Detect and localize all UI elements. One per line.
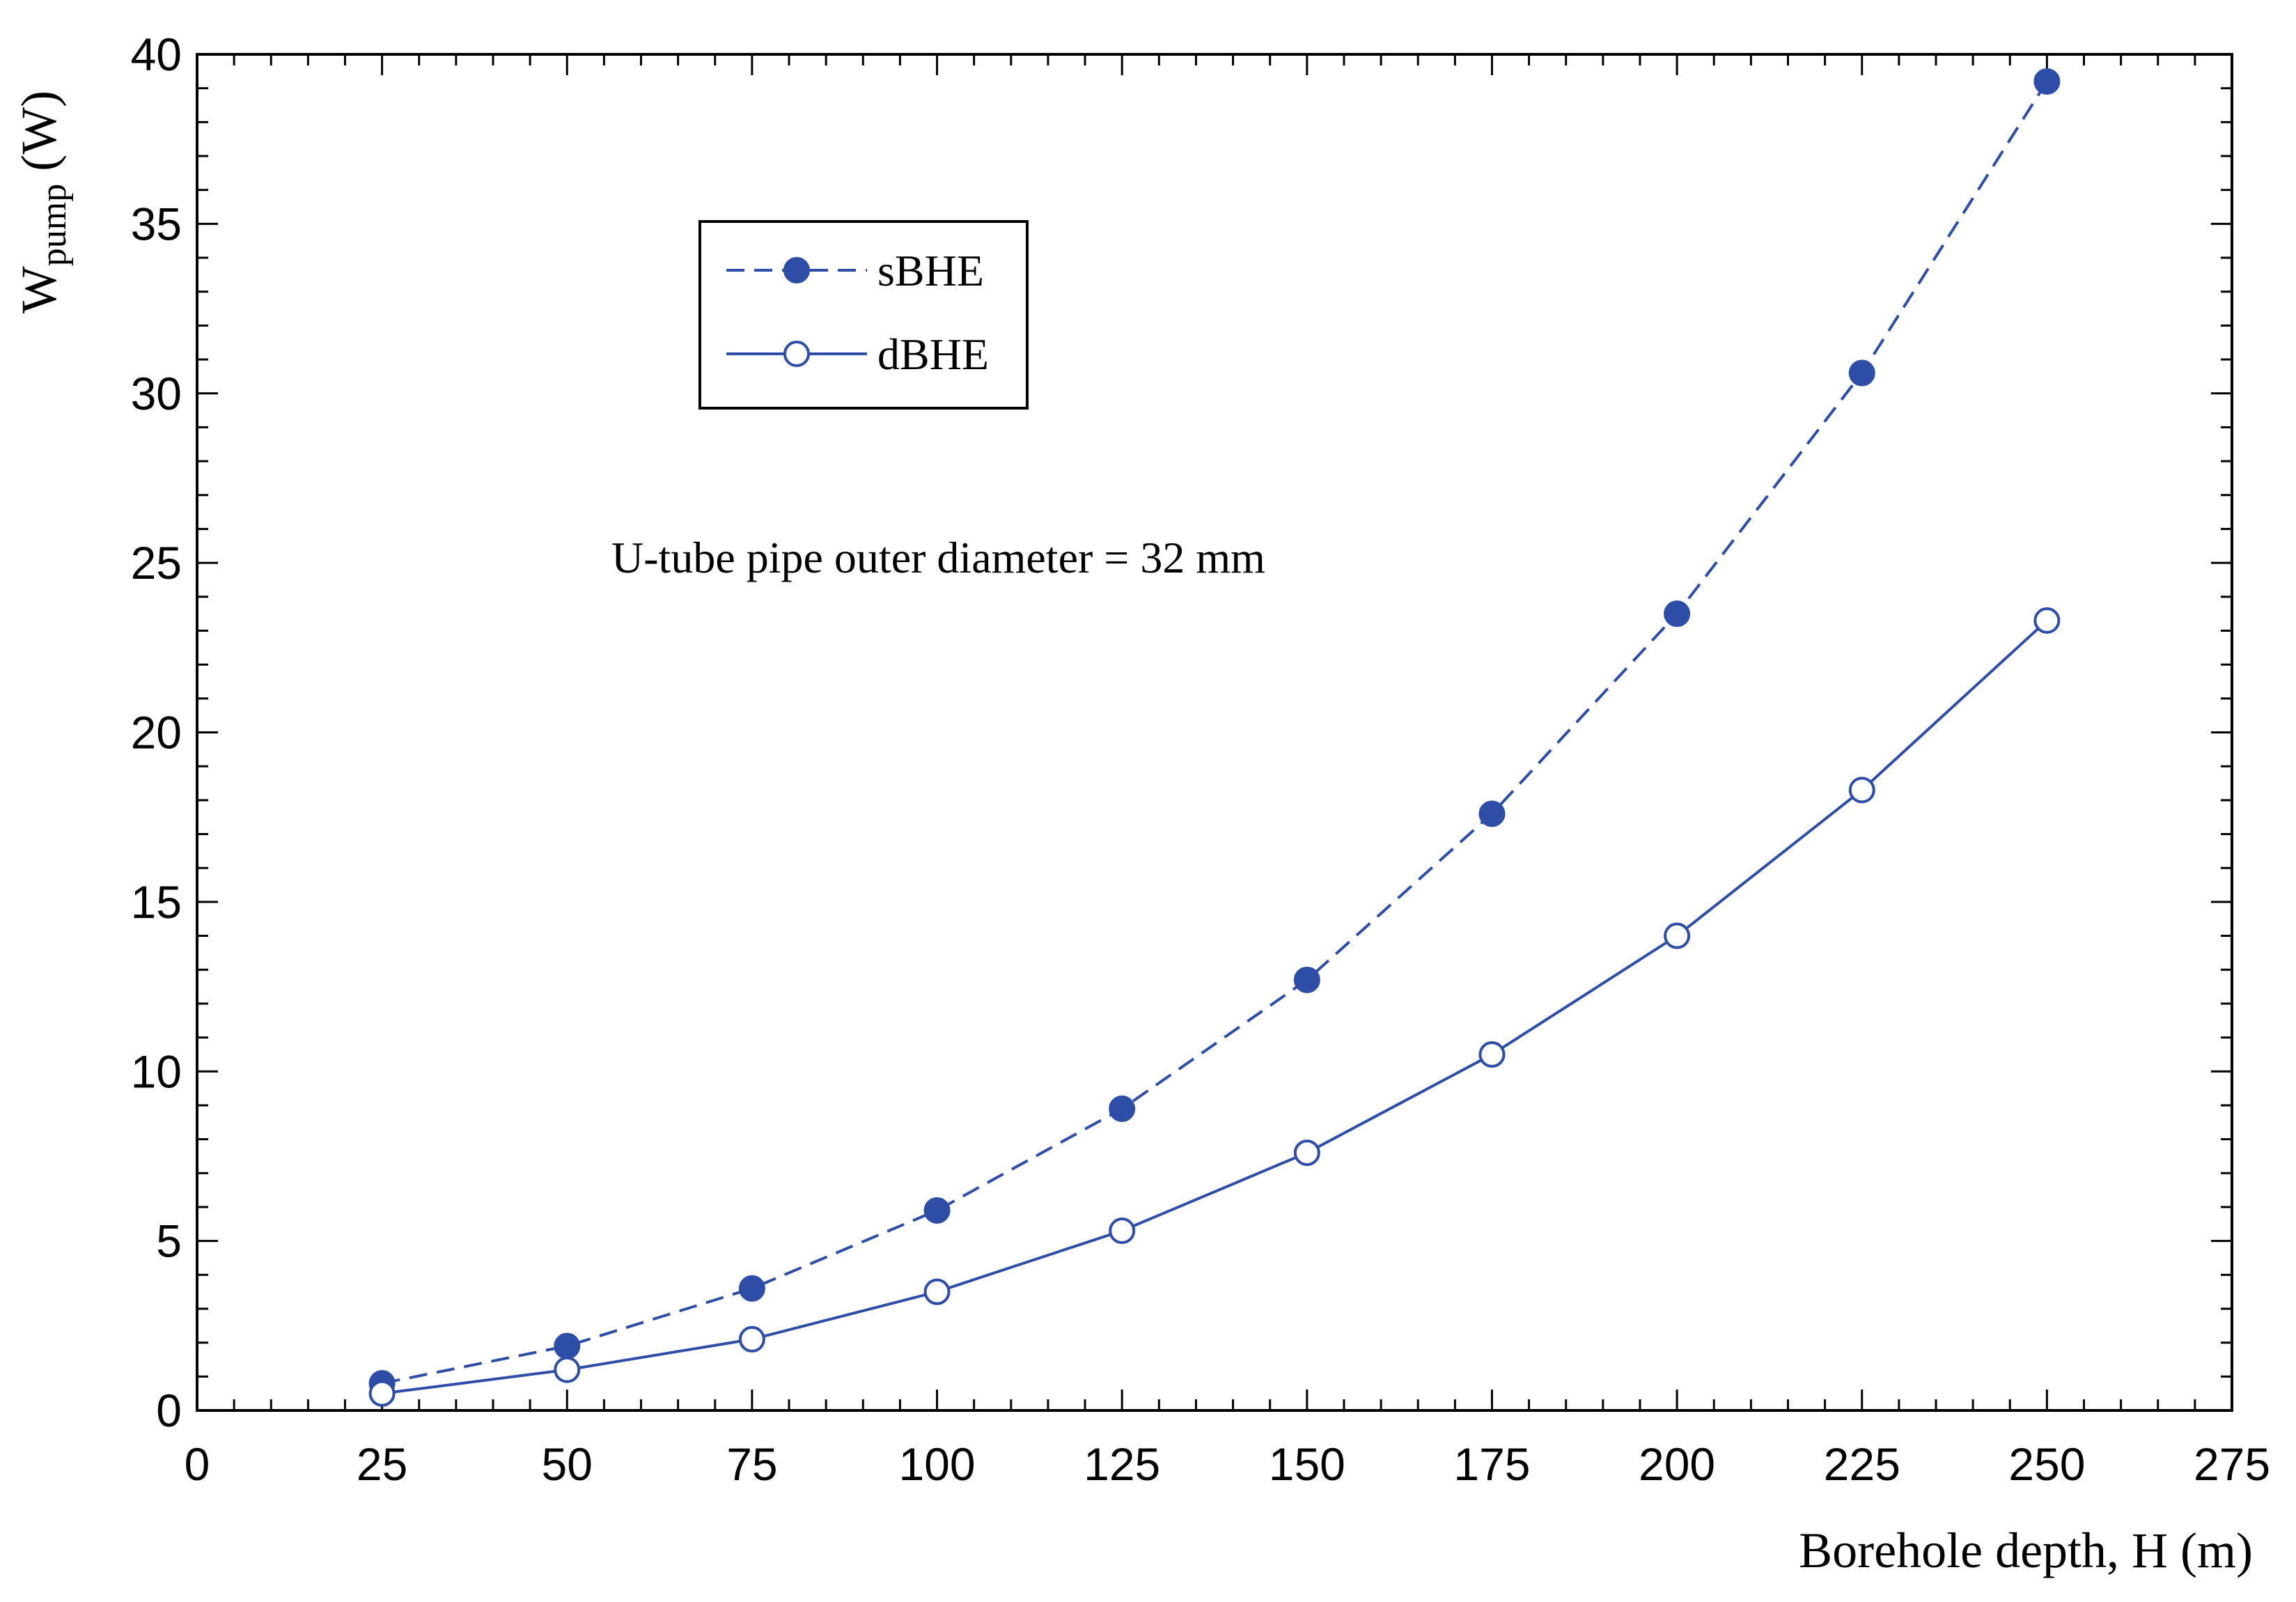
x-axis-title: Borehole depth, H (m) — [1799, 1523, 2253, 1578]
series-line-dBHE — [382, 619, 2048, 1395]
data-point-dBHE — [554, 1356, 581, 1383]
x-tick-label: 275 — [2194, 1438, 2270, 1490]
x-tick-label: 0 — [185, 1438, 210, 1490]
data-point-dBHE — [1109, 1218, 1136, 1245]
data-point-sBHE — [1478, 800, 1506, 827]
x-tick-label: 175 — [1453, 1438, 1530, 1490]
x-tick-label: 50 — [542, 1438, 593, 1490]
legend-entry-dBHE: dBHE — [726, 329, 989, 379]
y-tick-label: 30 — [131, 368, 182, 419]
y-tick-label: 15 — [131, 876, 182, 928]
legend: sBHE dBHE — [698, 220, 1029, 410]
x-tick-label: 150 — [1269, 1438, 1345, 1490]
x-tick-label: 25 — [357, 1438, 407, 1490]
data-point-dBHE — [2033, 607, 2061, 634]
series-dBHE — [368, 607, 2061, 1407]
data-point-dBHE — [1478, 1041, 1506, 1068]
data-point-dBHE — [368, 1380, 396, 1407]
x-tick-label: 100 — [898, 1438, 975, 1490]
x-tick-label: 250 — [2008, 1438, 2085, 1490]
y-tick-label: 35 — [131, 198, 182, 249]
tick-labels: 0 25 50 75 100 125 150 175 200 225 250 275 0 5 10 15 20 2… — [131, 29, 2270, 1490]
data-point-sBHE — [1109, 1095, 1136, 1122]
y-axis-title-unit: (W) — [11, 91, 67, 184]
y-tick-label: 40 — [131, 29, 182, 80]
series-layer — [368, 68, 2061, 1407]
legend-marker-dBHE — [783, 341, 810, 367]
legend-marker-sBHE — [783, 257, 810, 283]
y-axis-title: Wpump (W) — [11, 91, 74, 313]
y-tick-label: 20 — [131, 707, 182, 759]
data-point-dBHE — [923, 1278, 951, 1305]
series-sBHE — [368, 68, 2061, 1397]
x-tick-label: 200 — [1639, 1438, 1715, 1490]
x-tick-label: 125 — [1084, 1438, 1160, 1490]
series-line-sBHE — [382, 80, 2049, 1385]
data-point-sBHE — [2033, 68, 2061, 95]
x-tick-label: 75 — [726, 1438, 777, 1490]
axis-ticks — [196, 53, 2233, 1412]
data-point-dBHE — [738, 1325, 765, 1353]
legend-label-sBHE: sBHE — [877, 246, 984, 295]
x-tick-label: 225 — [1824, 1438, 1900, 1490]
y-tick-label: 10 — [131, 1045, 182, 1097]
annotation-pipe-diameter: U-tube pipe outer diameter = 32 mm — [611, 533, 1265, 582]
y-tick-label: 0 — [156, 1385, 182, 1436]
y-axis-title-subscript: pump — [34, 184, 74, 266]
data-point-dBHE — [1848, 777, 1875, 804]
y-axis-title-main: W — [11, 266, 67, 313]
data-point-sBHE — [1664, 600, 1691, 628]
data-point-sBHE — [554, 1332, 581, 1360]
legend-box — [698, 220, 1029, 410]
data-point-sBHE — [1848, 359, 1875, 387]
y-tick-label: 25 — [131, 537, 182, 589]
data-point-sBHE — [738, 1275, 765, 1302]
y-tick-label: 5 — [156, 1215, 182, 1267]
data-point-dBHE — [1293, 1140, 1320, 1167]
data-point-dBHE — [1664, 922, 1691, 949]
data-point-sBHE — [923, 1197, 951, 1224]
data-point-sBHE — [1293, 966, 1320, 993]
legend-entry-sBHE: sBHE — [726, 246, 984, 295]
legend-label-dBHE: dBHE — [877, 329, 989, 379]
